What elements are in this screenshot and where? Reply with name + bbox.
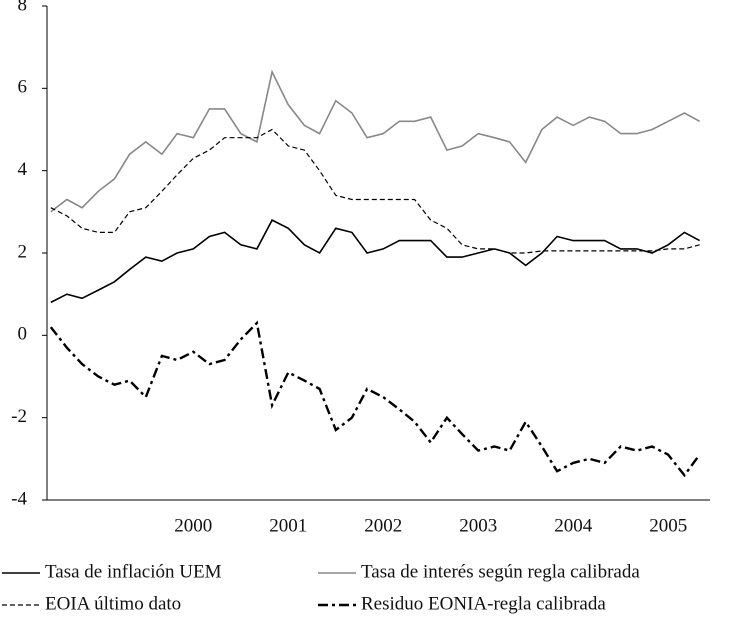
legend-label: Residuo EONIA-regla calibrada — [361, 593, 606, 614]
y-tick-label: 6 — [18, 77, 28, 98]
y-tick-label: 8 — [18, 0, 28, 15]
y-tick-label: 4 — [18, 159, 28, 180]
series-line — [50, 69, 700, 213]
y-tick-label: 2 — [18, 241, 28, 262]
x-tick-label: 2002 — [364, 515, 402, 536]
legend-label: Tasa de inflación UEM — [45, 561, 222, 582]
y-tick-label: -4 — [11, 488, 27, 509]
x-tick-label: 2001 — [269, 515, 307, 536]
x-tick-label: 2005 — [649, 515, 687, 536]
legend-label: Tasa de interés según regla calibrada — [361, 561, 640, 582]
legend-label: EOIA último dato — [45, 593, 181, 614]
x-tick-label: 2000 — [174, 515, 212, 536]
series-line — [49, 320, 701, 478]
y-tick-label: -2 — [11, 406, 27, 427]
series-line — [50, 128, 700, 254]
y-tick-label: 0 — [18, 324, 28, 345]
x-tick-label: 2003 — [459, 515, 497, 536]
series-line — [50, 219, 700, 304]
x-tick-label: 2004 — [554, 515, 593, 536]
